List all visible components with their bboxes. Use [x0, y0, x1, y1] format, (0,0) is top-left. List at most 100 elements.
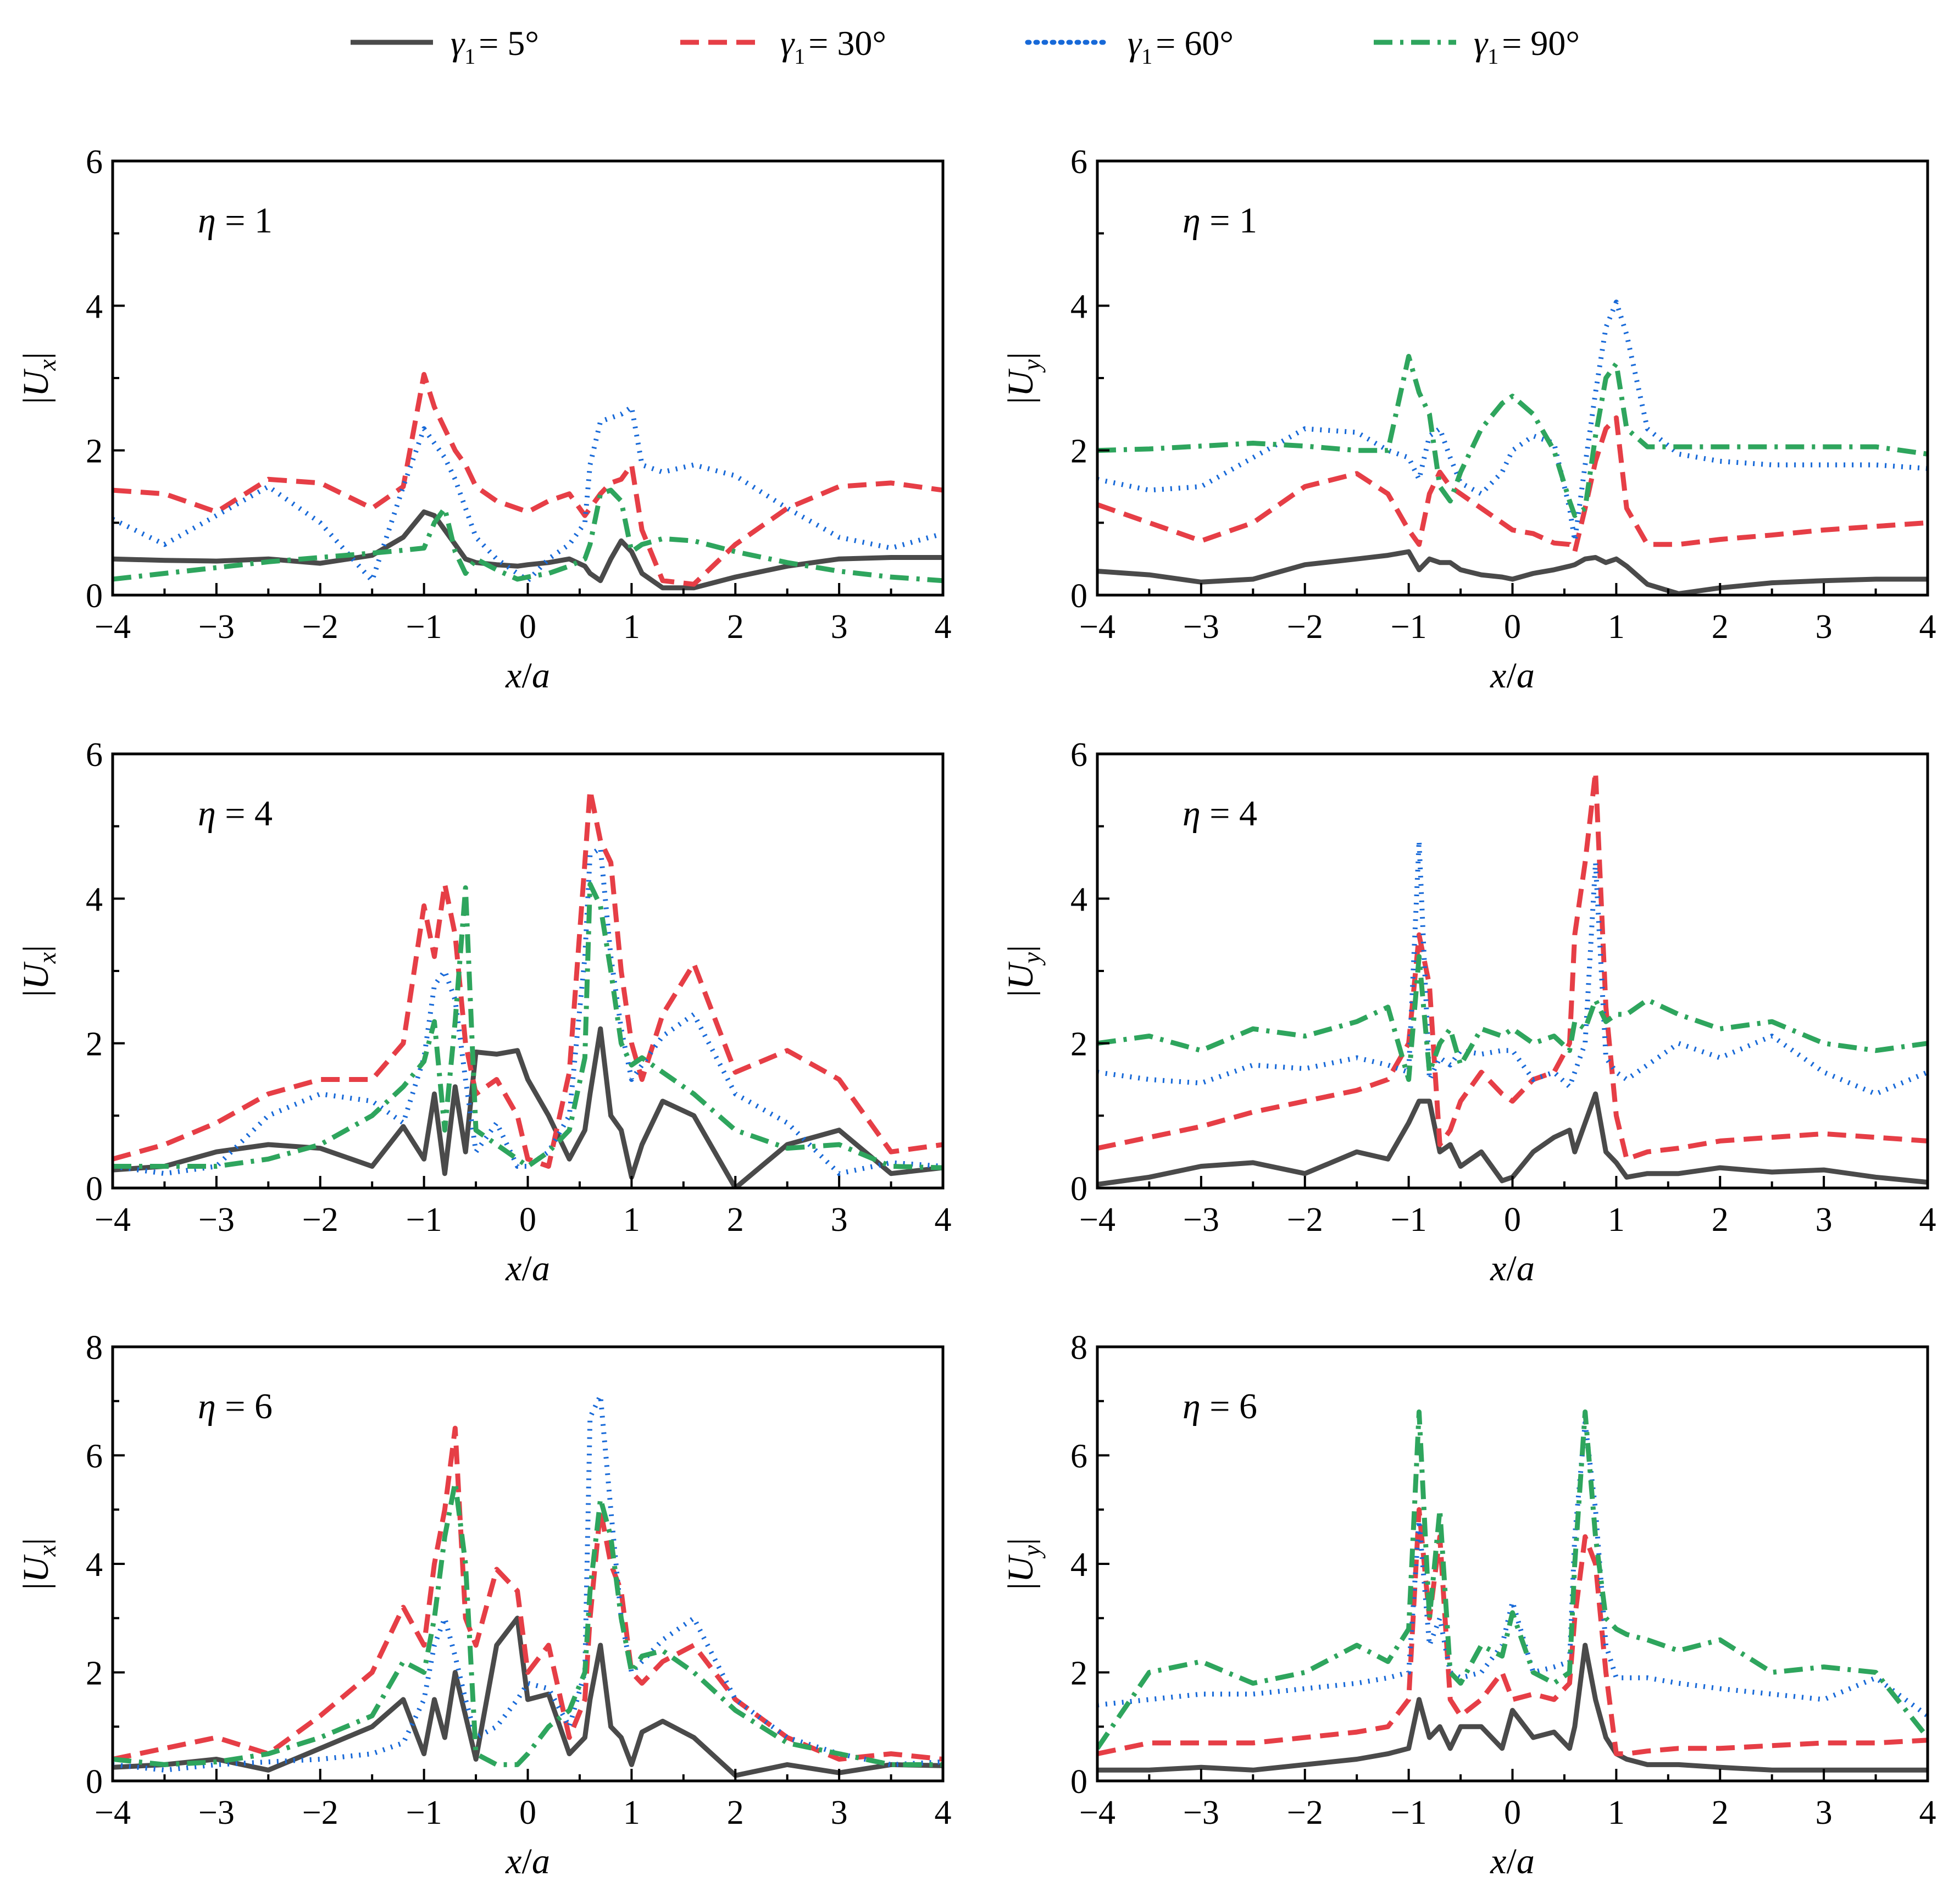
y-tick-label: 4: [86, 288, 103, 325]
x-tick-label: 3: [1816, 608, 1833, 646]
x-tick-label: −4: [95, 608, 131, 646]
y-axis-title: |Uy|: [1001, 352, 1046, 404]
x-tick-label: 4: [1919, 1201, 1936, 1239]
legend-item: γ1= 60°: [1025, 24, 1234, 69]
series-line-1: [113, 371, 943, 587]
y-tick-label: 4: [1070, 288, 1087, 325]
x-tick-label: 0: [519, 1201, 536, 1239]
x-tick-label: −4: [1079, 1794, 1115, 1831]
panel-uy-eta1: −4 −3 −2 −1 0 1 2 3 4 0 2 4 6 x/a |Uy| η = 1: [1001, 143, 1936, 696]
series-group: [113, 787, 943, 1188]
series-line-1: [1097, 769, 1928, 1162]
x-tick-label: −4: [95, 1794, 131, 1831]
x-tick-label: 3: [831, 608, 848, 646]
x-tick-label: −2: [302, 1794, 338, 1831]
series-line-2: [113, 1393, 943, 1773]
x-tick-label: 2: [727, 1201, 744, 1239]
y-axis-title: |Ux|: [16, 1538, 61, 1590]
series-line-0: [113, 1026, 943, 1188]
legend-label: γ1= 30°: [780, 24, 886, 69]
x-tick-label: 0: [1504, 608, 1521, 646]
series-line-2: [113, 404, 943, 584]
series-line-1: [113, 787, 943, 1169]
y-tick-label: 4: [86, 881, 103, 918]
y-tick-label: 6: [1070, 143, 1087, 181]
x-tick-label: 3: [831, 1794, 848, 1831]
panel-label: η = 4: [198, 793, 273, 834]
series-line-2: [1097, 1420, 1928, 1718]
x-tick-label: −3: [198, 1794, 235, 1831]
y-tick-label: 4: [1070, 1546, 1087, 1584]
x-axis-title: x/a: [505, 656, 550, 696]
x-tick-label: −4: [95, 1201, 131, 1239]
x-tick-label: −2: [302, 1201, 338, 1239]
y-tick-label: 6: [1070, 1438, 1087, 1475]
y-tick-label: 8: [1070, 1329, 1087, 1367]
x-axis-title: x/a: [1490, 1248, 1535, 1289]
x-tick-label: −4: [1079, 1201, 1115, 1239]
x-tick-label: 4: [935, 1794, 952, 1831]
x-tick-label: 2: [1712, 1794, 1729, 1831]
y-tick-label: 4: [1070, 881, 1087, 918]
series-line-0: [1097, 549, 1928, 595]
panel-ux-eta6: −4 −3 −2 −1 0 1 2 3 4 0 2 4 6 8 x/a |Ux| η = 6: [16, 1329, 952, 1881]
x-tick-label: 0: [519, 1794, 536, 1831]
y-tick-label: 0: [1070, 1170, 1087, 1208]
x-tick-label: 4: [1919, 1794, 1936, 1831]
x-tick-label: −4: [1079, 608, 1115, 646]
y-tick-label: 6: [86, 736, 103, 774]
series-line-3: [113, 881, 943, 1170]
series-line-3: [113, 1480, 943, 1767]
series-line-2: [113, 845, 943, 1176]
x-tick-label: 0: [1504, 1201, 1521, 1239]
y-tick-label: 0: [1070, 578, 1087, 615]
series-line-3: [1097, 1409, 1928, 1750]
series-line-3: [1097, 954, 1928, 1082]
series-group: [113, 1393, 943, 1778]
series-line-0: [1097, 1091, 1928, 1187]
panel-ux-eta4: −4 −3 −2 −1 0 1 2 3 4 0 2 4 6 x/a |Ux| η = 4: [16, 736, 952, 1289]
y-tick-label: 6: [1070, 736, 1087, 774]
y-tick-label: 2: [1070, 1655, 1087, 1692]
x-tick-label: 1: [623, 1201, 640, 1239]
x-tick-label: −2: [302, 608, 338, 646]
y-tick-label: 2: [86, 1655, 103, 1692]
legend-item: γ1= 30°: [680, 24, 886, 69]
y-tick-label: 0: [1070, 1763, 1087, 1801]
x-tick-label: −1: [1391, 608, 1427, 646]
y-axis-title: |Ux|: [16, 945, 61, 997]
panel-label: η = 1: [1183, 201, 1257, 241]
x-tick-label: 1: [623, 1794, 640, 1831]
y-tick-label: 2: [86, 433, 103, 470]
x-tick-label: −1: [1391, 1201, 1427, 1239]
y-axis-title: |Uy|: [1001, 945, 1046, 997]
x-tick-label: 4: [935, 608, 952, 646]
x-tick-label: 2: [1712, 1201, 1729, 1239]
x-tick-label: −3: [1183, 1201, 1219, 1239]
series-group: [1097, 769, 1928, 1187]
x-tick-label: −1: [406, 1794, 442, 1831]
legend-label: γ1= 60°: [1128, 24, 1234, 69]
y-tick-label: 0: [86, 1763, 103, 1801]
x-tick-label: −1: [1391, 1794, 1427, 1831]
y-tick-label: 4: [86, 1546, 103, 1584]
panel-uy-eta4: −4 −3 −2 −1 0 1 2 3 4 0 2 4 6 x/a |Uy| η = 4: [1001, 736, 1936, 1289]
x-tick-label: 2: [1712, 608, 1729, 646]
legend-item: γ1= 5°: [351, 24, 539, 69]
series-group: [1097, 1409, 1928, 1773]
x-tick-label: −2: [1287, 1794, 1323, 1831]
panel-uy-eta6: −4 −3 −2 −1 0 1 2 3 4 0 2 4 6 8 x/a |Uy| η = 6: [1001, 1329, 1936, 1881]
panel-label: η = 6: [198, 1386, 273, 1426]
x-tick-label: 3: [1816, 1794, 1833, 1831]
panel-label: η = 1: [198, 201, 273, 241]
x-tick-label: −3: [1183, 608, 1219, 646]
x-tick-label: 3: [831, 1201, 848, 1239]
x-tick-label: −2: [1287, 608, 1323, 646]
y-tick-label: 6: [86, 1438, 103, 1475]
panel-label: η = 6: [1183, 1386, 1257, 1426]
series-line-3: [1097, 354, 1928, 518]
y-axis-title: |Ux|: [16, 352, 61, 404]
series-line-1: [1097, 1507, 1928, 1757]
panels: −4 −3 −2 −1 0 1 2 3 4 0 2 4 6 x/a |Ux| η = 1 −4 −3 −2 −1 0 1 2…: [16, 143, 1936, 1881]
x-tick-label: 1: [1608, 1201, 1625, 1239]
